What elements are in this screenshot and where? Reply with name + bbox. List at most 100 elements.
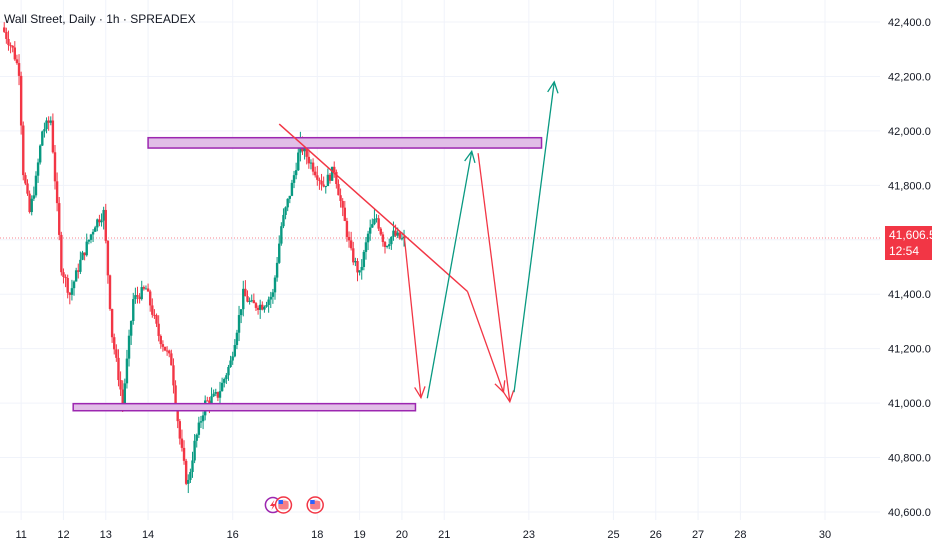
candle-body (170, 353, 173, 366)
us-flag-icon-canton (310, 500, 315, 504)
candle (235, 329, 239, 350)
candle-body (127, 335, 131, 359)
candle (26, 179, 29, 196)
candle-body (364, 242, 368, 252)
candle-body (180, 438, 184, 448)
candle (5, 27, 8, 44)
candle (218, 381, 222, 406)
candle-body (115, 349, 118, 358)
candle (93, 225, 97, 232)
x-tick-label: 14 (142, 529, 154, 541)
candle-body (85, 241, 88, 256)
candle-body (362, 251, 366, 267)
candle (269, 291, 272, 309)
candle (189, 468, 192, 483)
candle-body (237, 315, 241, 333)
arrow-red (477, 153, 515, 404)
x-tick-label: 21 (438, 529, 450, 541)
candle (96, 218, 99, 232)
candle (242, 280, 245, 317)
candle-body (385, 246, 389, 248)
candle-body (91, 231, 95, 235)
candle-body (17, 63, 21, 76)
candle (316, 165, 319, 186)
candle-body (77, 270, 80, 272)
candle (195, 433, 198, 448)
candle (214, 388, 217, 397)
candle-body (110, 308, 114, 338)
candle (163, 346, 167, 352)
candle (244, 280, 247, 297)
candle (335, 169, 338, 189)
x-tick-label: 26 (650, 529, 662, 541)
last-price-badge: 41,606.5 12:54 (885, 226, 932, 260)
candle (17, 54, 21, 86)
candle-body (41, 131, 44, 146)
candle-body (58, 203, 61, 235)
candle-body (400, 238, 404, 240)
candle-body (398, 232, 402, 239)
candle (258, 299, 262, 319)
candle-body (165, 350, 169, 352)
candle-body (396, 232, 399, 236)
candle-body (151, 305, 154, 315)
y-tick-label: 40,600.0 (888, 507, 931, 519)
candle-body (129, 321, 133, 336)
candle (385, 245, 389, 249)
candle-body (55, 181, 59, 204)
resistance-zone (147, 136, 543, 149)
candle-body (305, 147, 308, 157)
candle (337, 179, 340, 196)
candle (239, 309, 243, 324)
candle-body (263, 306, 266, 310)
candle-body (280, 226, 283, 244)
x-tick-label: 28 (734, 529, 746, 541)
us-flag-icon[interactable] (306, 496, 324, 514)
arrow-shaft (513, 81, 555, 393)
candle (132, 292, 135, 325)
candle (53, 144, 57, 190)
candle-body (26, 183, 29, 194)
candle (231, 351, 234, 365)
candle (366, 230, 370, 251)
axis-layer: 42,400.042,200.042,000.041,800.041,600.0… (15, 17, 930, 541)
candle-body (307, 156, 311, 164)
candle-body (81, 252, 84, 260)
candle (151, 298, 154, 318)
candle (3, 22, 6, 34)
candle (256, 305, 260, 315)
candle-body (157, 323, 160, 336)
candle-body (390, 236, 393, 245)
candle-body (324, 186, 327, 188)
candle (286, 198, 289, 212)
candle (199, 415, 203, 428)
candle (193, 434, 196, 464)
candle (47, 116, 50, 131)
candle (113, 333, 116, 355)
candle-body (119, 380, 122, 390)
candle (233, 339, 237, 358)
candle-body (330, 166, 334, 181)
candle (278, 235, 281, 264)
candle-body (172, 365, 175, 386)
candle (347, 231, 351, 248)
candle (22, 121, 25, 181)
candle-body (335, 171, 338, 185)
arrow-teal (513, 80, 559, 393)
candle (349, 231, 353, 251)
us-flag-icon[interactable] (274, 496, 293, 514)
y-tick-label: 42,400.0 (888, 17, 931, 29)
candle-body (278, 243, 281, 263)
candle-body (72, 281, 76, 289)
arrow-head (464, 149, 476, 164)
candle-body (371, 224, 374, 228)
candle-body (146, 288, 150, 292)
arrow-red (466, 291, 506, 394)
candle (254, 301, 258, 311)
candle (383, 241, 387, 254)
candle (292, 170, 296, 189)
candle (261, 301, 264, 311)
candle (191, 451, 194, 478)
candle (197, 416, 201, 439)
